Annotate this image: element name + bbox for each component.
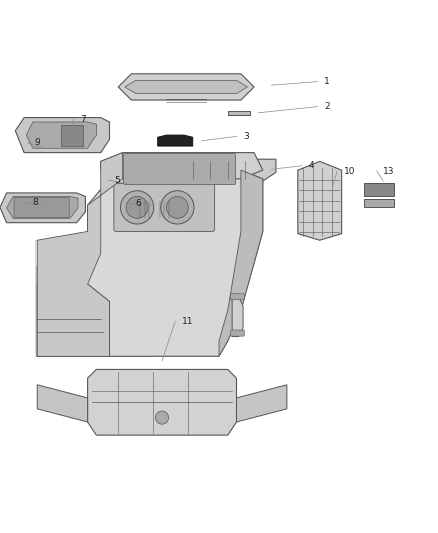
Polygon shape [7,197,78,219]
Polygon shape [35,240,153,356]
Circle shape [135,200,154,219]
Polygon shape [61,125,83,146]
Polygon shape [232,297,243,336]
Polygon shape [37,385,88,422]
Text: 4: 4 [309,161,314,170]
FancyBboxPatch shape [230,330,244,336]
Polygon shape [237,385,287,422]
Text: 10: 10 [344,166,355,175]
FancyBboxPatch shape [114,183,215,231]
Circle shape [139,204,150,215]
Text: 9: 9 [34,139,40,148]
Polygon shape [37,170,263,356]
Circle shape [161,191,194,224]
Polygon shape [118,74,254,100]
Circle shape [117,172,150,206]
Circle shape [155,411,169,424]
Polygon shape [184,159,276,181]
Polygon shape [101,152,263,179]
Circle shape [123,178,145,200]
Polygon shape [219,170,263,356]
FancyBboxPatch shape [124,154,236,184]
Text: 13: 13 [383,166,395,175]
FancyBboxPatch shape [14,197,69,217]
Circle shape [166,197,188,219]
Circle shape [159,204,170,215]
Circle shape [126,197,148,219]
Polygon shape [364,199,394,207]
Text: 8: 8 [33,198,39,207]
Polygon shape [37,152,123,356]
Polygon shape [228,111,250,115]
Polygon shape [364,183,394,197]
Polygon shape [158,135,193,146]
Text: 7: 7 [80,115,86,124]
Polygon shape [15,118,110,152]
Polygon shape [0,193,85,223]
Polygon shape [26,122,96,148]
Text: 11: 11 [182,317,193,326]
Polygon shape [125,80,247,93]
Text: 1: 1 [324,77,330,86]
Polygon shape [298,161,342,240]
Circle shape [155,200,174,219]
Text: 5: 5 [115,176,120,185]
Polygon shape [88,369,237,435]
Text: 2: 2 [324,102,330,111]
Text: 6: 6 [136,199,141,208]
Text: 3: 3 [243,132,249,141]
Polygon shape [37,284,110,356]
FancyBboxPatch shape [230,294,244,300]
Circle shape [120,191,154,224]
